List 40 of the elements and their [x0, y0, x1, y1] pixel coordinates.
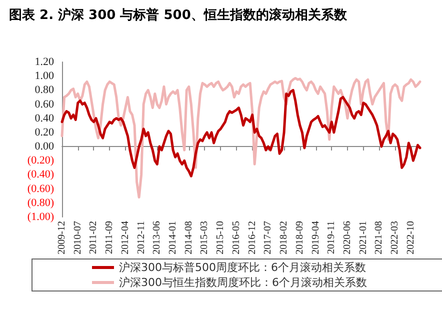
y-tick-label: 0.00 [34, 140, 54, 153]
x-tick-label: 2015-10 [215, 221, 226, 254]
y-tick-label: 1.00 [34, 70, 54, 82]
y-tick-label: (0.80) [27, 196, 54, 209]
x-tick-label: 2019-11 [326, 221, 338, 254]
x-tick-label: 2016-05 [230, 221, 242, 254]
y-tick-label: 1.20 [34, 56, 54, 68]
x-tick-label: 2021-01 [358, 221, 369, 254]
x-tick-label: 2014-01 [168, 221, 179, 254]
y-tick-label: 0.20 [34, 126, 54, 138]
y-tick-label: 0.40 [34, 112, 54, 124]
y-tick-label: (0.60) [27, 182, 54, 195]
y-tick-label: (0.20) [27, 154, 54, 167]
chart-title: 图表 2. 沪深 300 与标普 500、恒生指数的滚动相关系数 [9, 7, 348, 23]
x-tick-label: 2017-07 [262, 221, 274, 254]
x-tick-label: 2015-03 [199, 221, 210, 254]
x-tick-label: 2021-08 [374, 221, 385, 254]
x-tick-label: 2010-07 [72, 221, 84, 254]
x-tick-label: 2022-03 [390, 221, 401, 254]
x-tick-label: 2018-02 [278, 221, 290, 254]
y-tick-label: (1.00) [27, 211, 54, 223]
legend-label: 沪深300与恒生指数周度环比：6个月滚动相关系数 [119, 276, 367, 289]
legend-label: 沪深300与标普500周度环比：6个月滚动相关系数 [119, 261, 366, 274]
x-tick-label: 2022-10 [405, 221, 416, 254]
line-series [60, 88, 422, 178]
x-tick-label: 2014-08 [183, 221, 194, 254]
y-tick-label: 0.60 [34, 98, 54, 110]
x-tick-label: 2012-04 [120, 221, 131, 254]
x-tick-label: 2011-09 [104, 221, 116, 254]
x-tick-label: 2018-09 [294, 221, 306, 254]
line-series [60, 76, 422, 199]
x-tick-label: 2020-06 [342, 221, 353, 254]
x-tick-label: 2019-04 [310, 221, 322, 254]
x-tick-label: 2016-12 [246, 221, 258, 254]
x-tick-label: 2013-06 [152, 221, 163, 254]
x-tick-label: 2011-02 [88, 221, 100, 254]
y-tick-label: (0.40) [27, 168, 54, 181]
x-tick-label: 2012-11 [136, 221, 147, 254]
y-tick-label: 0.80 [34, 84, 54, 96]
x-tick-label: 2009-12 [56, 221, 68, 254]
